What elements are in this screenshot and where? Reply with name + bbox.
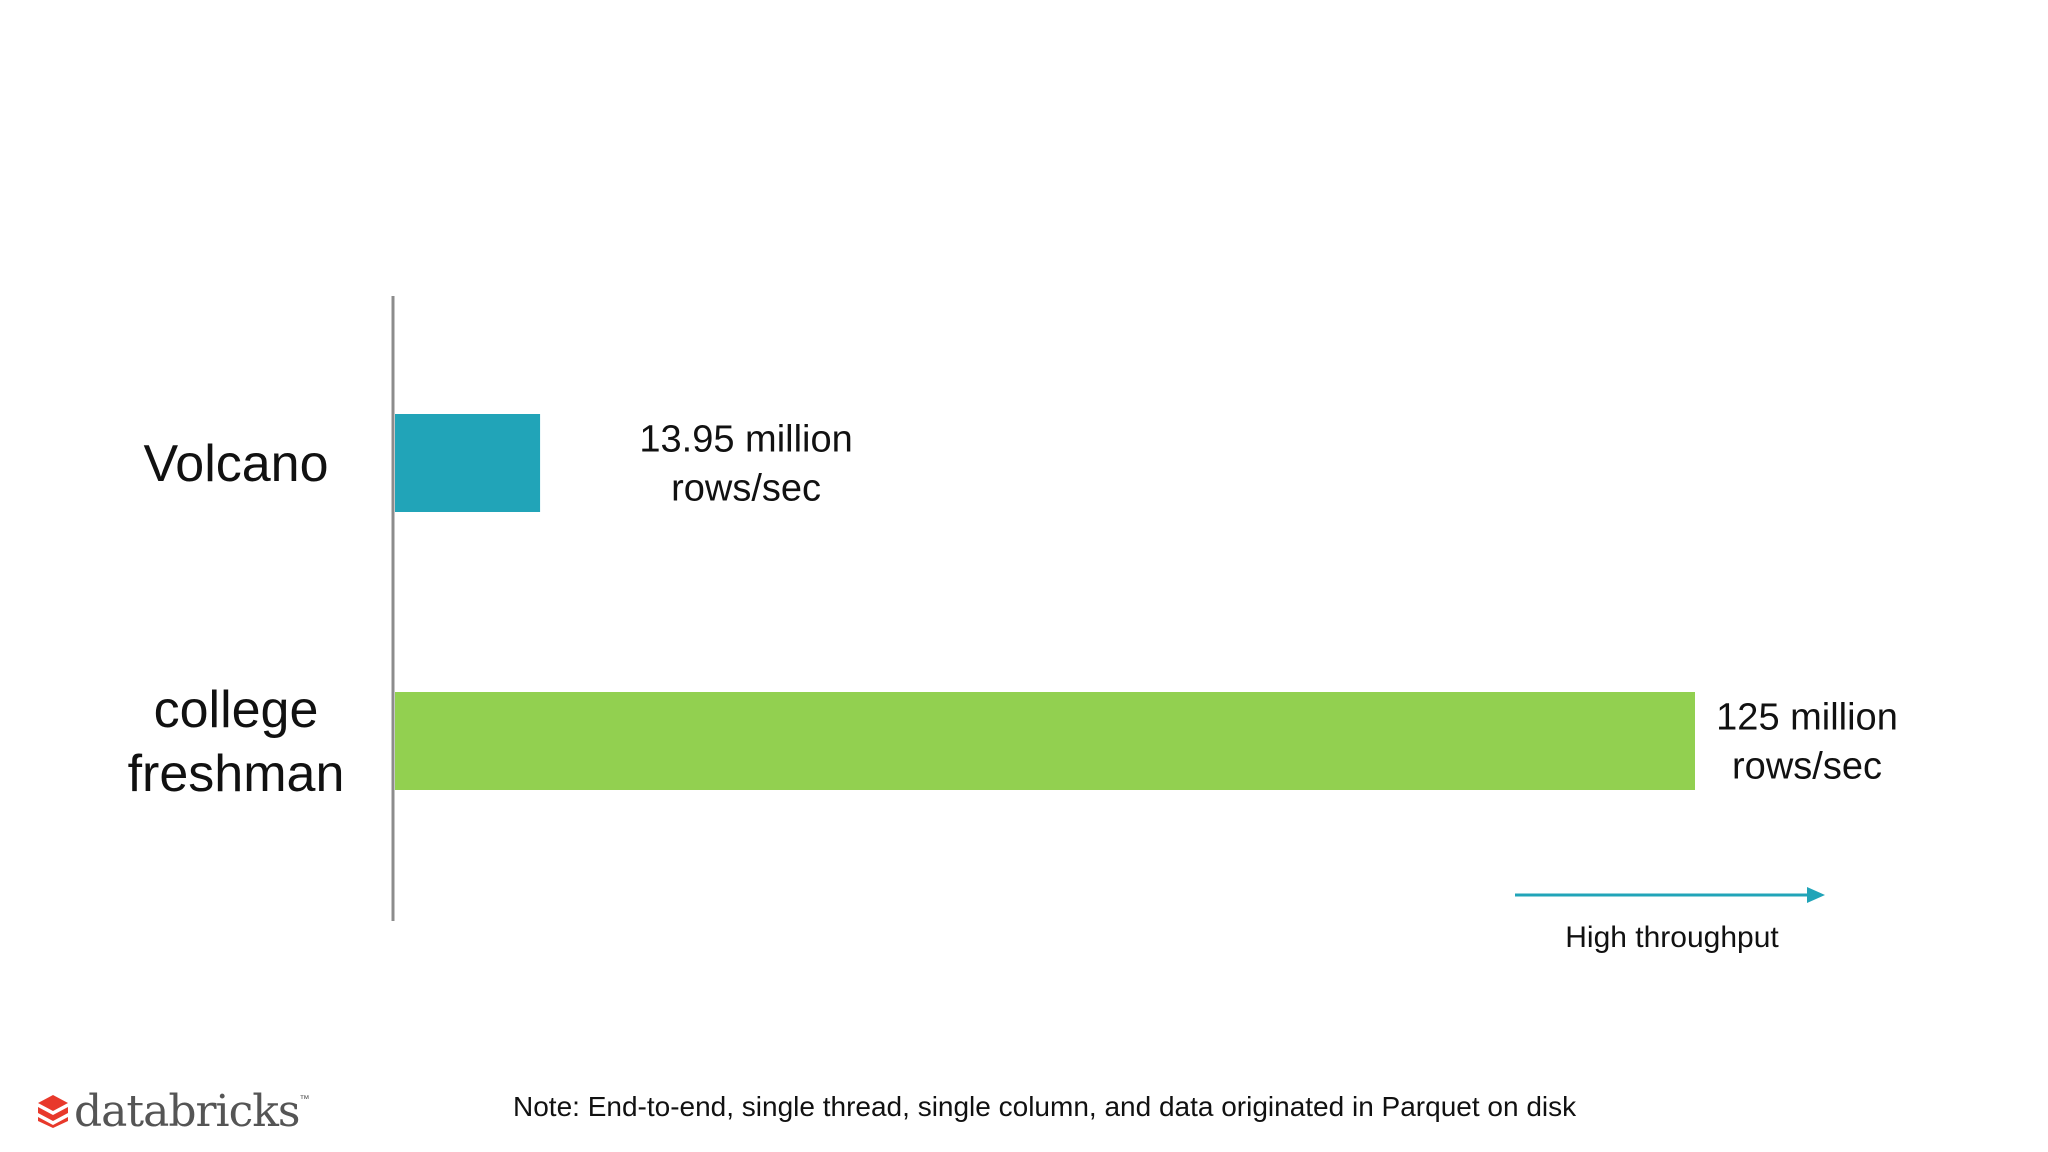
databricks-logo-icon — [38, 1095, 68, 1128]
bar-0 — [395, 414, 541, 512]
category-label-1-line-0: college — [154, 681, 319, 739]
data-label-0-line-1: rows/sec — [671, 468, 821, 510]
bars-layer: Volcano 13.95 million rows/sec college fresh… — [128, 414, 1898, 803]
databricks-logo: databricks ™ — [36, 1085, 310, 1137]
category-label-0-line-0: Volcano — [143, 435, 328, 493]
footnote: Note: End-to-end, single thread, single … — [513, 1091, 1577, 1122]
data-label-0-line-0: 13.95 million — [639, 419, 852, 461]
trademark-mark: ™ — [299, 1094, 310, 1105]
data-label-1-line-1: rows/sec — [1732, 746, 1882, 788]
category-label-1-line-1: freshman — [128, 745, 345, 803]
high-throughput-label: High throughput — [1565, 921, 1779, 954]
annotation-layer: High throughput — [1515, 887, 1825, 954]
databricks-wordmark: databricks — [74, 1085, 300, 1137]
high-throughput-arrow-head — [1807, 887, 1825, 903]
bar-1 — [395, 692, 1695, 790]
data-label-1-line-0: 125 million — [1716, 697, 1898, 739]
